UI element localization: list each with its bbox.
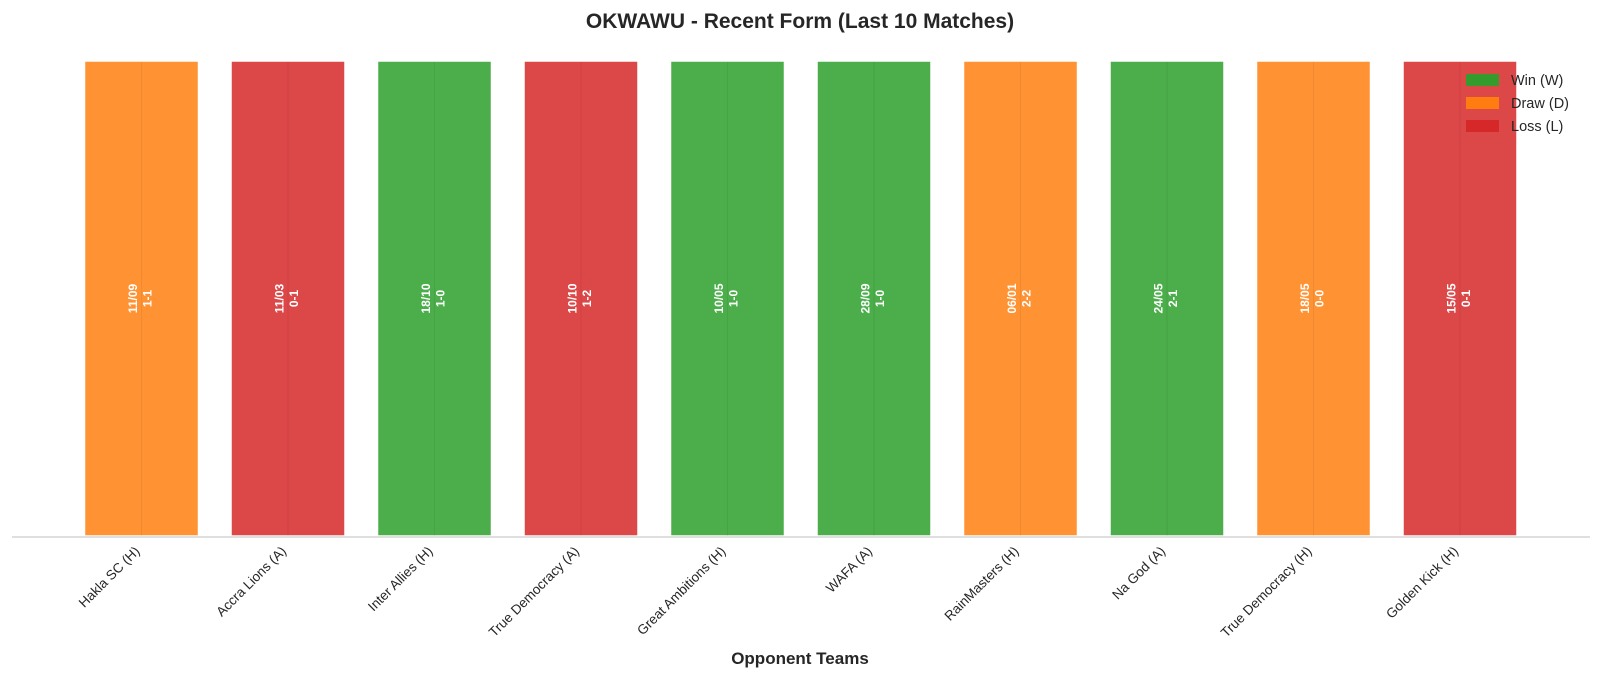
bar-label: 18/050-0 — [1298, 283, 1326, 313]
x-tick-label: Hakla SC (H) — [76, 544, 143, 611]
x-tick-label: Golden Kick (H) — [1383, 544, 1461, 622]
x-axis-label: Opponent Teams — [731, 649, 869, 668]
bar-label: 11/030-1 — [273, 283, 301, 313]
chart-title: OKWAWU - Recent Form (Last 10 Matches) — [586, 10, 1014, 33]
bar-label: 10/101-2 — [566, 283, 594, 313]
legend-label-d: Draw (D) — [1511, 96, 1569, 112]
bar-8 — [1109, 60, 1225, 537]
bar-label-score: 1-2 — [580, 290, 594, 308]
bar-3 — [376, 60, 493, 537]
bar-label: 24/052-1 — [1152, 283, 1180, 313]
bar-label-date: 06/01 — [1005, 283, 1019, 313]
x-tick-label: True Democracy (H) — [1218, 544, 1315, 641]
bar-10 — [1402, 60, 1518, 537]
bar-label: 11/091-1 — [126, 283, 154, 313]
bar-1 — [83, 60, 200, 537]
legend-swatch-w — [1466, 74, 1499, 86]
bar-label-date: 28/09 — [859, 283, 873, 313]
bar-4 — [523, 60, 639, 537]
x-tick-label: WAFA (A) — [823, 544, 875, 596]
bar-label: 06/012-2 — [1005, 283, 1033, 313]
bar-label-score: 1-0 — [873, 290, 887, 308]
x-tick-label: Accra Lions (A) — [213, 544, 289, 620]
bar-label-score: 1-0 — [727, 290, 741, 308]
bar-label: 18/101-0 — [419, 283, 447, 313]
bar-2 — [230, 60, 346, 537]
bar-label-date: 11/03 — [273, 283, 287, 313]
legend-swatch-l — [1466, 120, 1499, 132]
bar-label: 28/091-0 — [859, 283, 887, 313]
bar-label: 10/051-0 — [712, 283, 740, 313]
bar-label: 15/050-1 — [1445, 283, 1473, 313]
bar-7 — [962, 60, 1079, 537]
bar-label-date: 11/09 — [126, 283, 140, 313]
bar-label-date: 18/10 — [419, 283, 433, 313]
x-tick-label: Great Ambitions (H) — [634, 544, 728, 638]
legend: Win (W) Draw (D) Loss (L) — [1466, 73, 1569, 135]
bar-label-score: 0-0 — [1313, 290, 1327, 308]
bar-label-score: 2-1 — [1166, 290, 1180, 308]
bar-label-date: 18/05 — [1298, 283, 1312, 313]
x-tick-label: RainMasters (H) — [942, 544, 1022, 624]
x-tick-label: Inter Allies (H) — [365, 544, 436, 615]
x-tick-labels: Hakla SC (H) Accra Lions (A) Inter Allies … — [76, 544, 1461, 641]
bar-label-date: 24/05 — [1152, 283, 1166, 313]
x-tick-label: True Democracy (A) — [486, 544, 582, 640]
bar-5 — [669, 60, 786, 537]
bar-label-score: 1-1 — [141, 290, 155, 308]
bar-label-date: 15/05 — [1445, 283, 1459, 313]
bar-6 — [816, 60, 932, 537]
bar-label-date: 10/10 — [566, 283, 580, 313]
bar-label-score: 0-1 — [1459, 290, 1473, 308]
bar-label-score: 1-0 — [434, 290, 448, 308]
bar-9 — [1255, 60, 1372, 537]
bars-group: 11/091-1 11/030-1 18/101-0 10/101-2 10/051-0… — [83, 60, 1518, 537]
bar-label-score: 0-1 — [287, 290, 301, 308]
bar-label-date: 10/05 — [712, 283, 726, 313]
legend-label-w: Win (W) — [1511, 73, 1563, 89]
legend-swatch-d — [1466, 97, 1499, 109]
legend-label-l: Loss (L) — [1511, 119, 1563, 135]
bar-label-score: 2-2 — [1020, 290, 1034, 308]
x-tick-label: Na God (A) — [1109, 544, 1168, 603]
